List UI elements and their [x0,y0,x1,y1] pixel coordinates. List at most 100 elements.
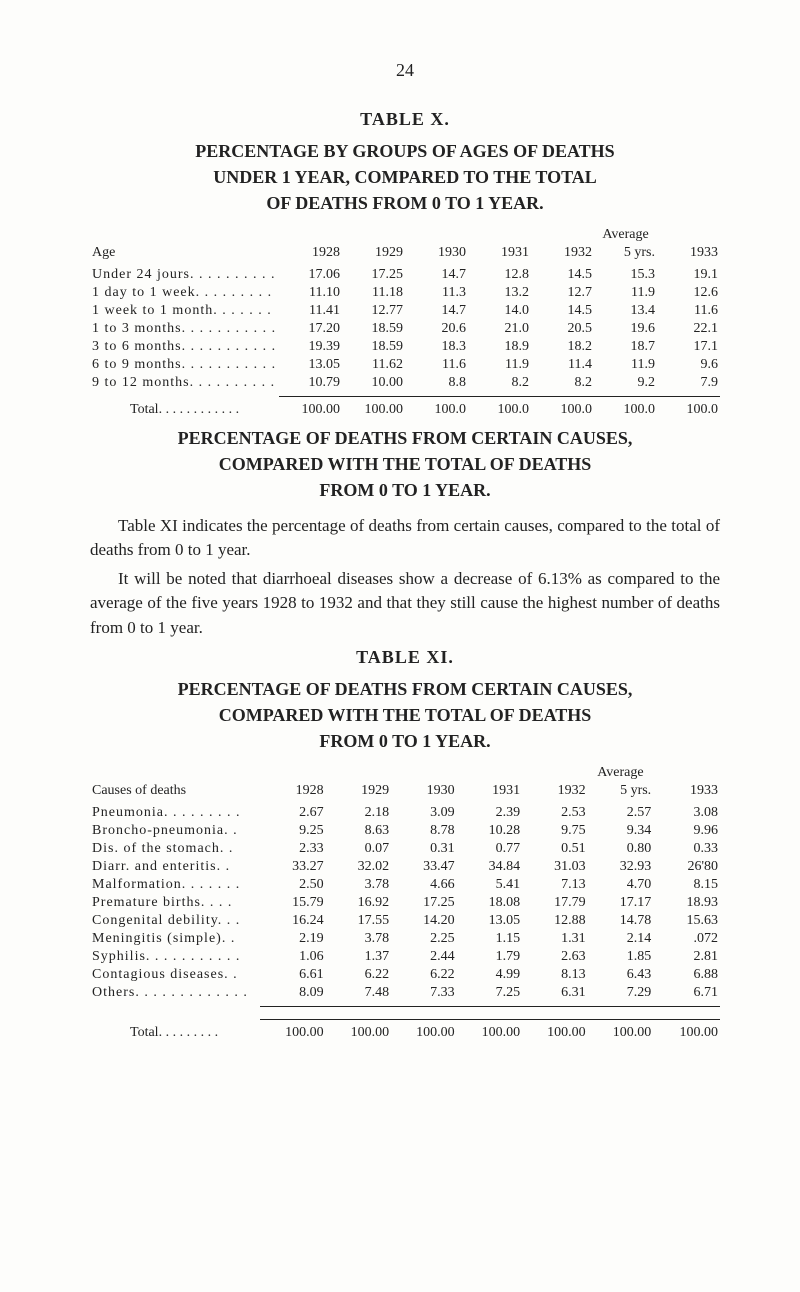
total-label: Total. . . . . . . . . . . . [90,401,279,419]
cell: 11.3 [405,284,468,302]
cell: 7.25 [457,984,523,1002]
table-xi-label: TABLE XI. [90,647,720,668]
average-row: Average [90,226,720,244]
table-x-title: PERCENTAGE BY GROUPS OF AGES OF DEATHS U… [90,138,720,216]
cell: 14.5 [531,302,594,320]
page: 24 TABLE X. PERCENTAGE BY GROUPS OF AGES… [0,0,800,1292]
cell: 7.13 [522,876,588,894]
total-cell: 100.0 [594,401,657,419]
cell: 20.6 [405,320,468,338]
total-cell: 100.0 [405,401,468,419]
table-row: Dis. of the stomach. .2.330.070.310.770.… [90,840,720,858]
col-head: 1932 [531,244,594,262]
table-x-body: Under 24 jours. . . . . . . . . .17.0617… [90,266,720,392]
table-row: 1 week to 1 month. . . . . . .11.4112.77… [90,302,720,320]
cell: 18.08 [457,894,523,912]
cell: 11.62 [342,356,405,374]
cell: 6.43 [588,966,654,984]
cell: 1.15 [457,930,523,948]
cell: 18.93 [653,894,720,912]
cell: 9.34 [588,822,654,840]
table-row: 6 to 9 months. . . . . . . . . . .13.051… [90,356,720,374]
average-label: Average [588,764,654,782]
col-head: 1929 [342,244,405,262]
title-line: COMPARED WITH THE TOTAL OF DEATHS [90,451,720,477]
col-head: 1933 [653,782,720,800]
cell: 13.05 [279,356,342,374]
cell: 9.75 [522,822,588,840]
total-cell: 100.00 [391,1024,457,1042]
cell: 0.07 [326,840,392,858]
cell: 18.9 [468,338,531,356]
title-line: OF DEATHS FROM 0 TO 1 YEAR. [90,190,720,216]
cell: 11.10 [279,284,342,302]
paragraph-2: It will be noted that diarrhoeal disease… [90,567,720,641]
table-xi-total: Total. . . . . . . . . 100.00 100.00 100… [90,1006,720,1042]
table-x-total: Total. . . . . . . . . . . . 100.00 100.… [90,396,720,419]
cell: 17.25 [342,266,405,284]
cell: 11.41 [279,302,342,320]
table-row: 1 day to 1 week. . . . . . . . .11.1011.… [90,284,720,302]
table-x-header: Age 1928 1929 1930 1931 1932 5 yrs. 1933 [90,244,720,262]
cell: 18.59 [342,338,405,356]
total-cell: 100.00 [457,1024,523,1042]
cell: 11.9 [594,356,657,374]
spacer-row [90,1011,720,1019]
title-line: UNDER 1 YEAR, COMPARED TO THE TOTAL [90,164,720,190]
cell: 17.1 [657,338,720,356]
cell: 18.3 [405,338,468,356]
cell: 6.31 [522,984,588,1002]
row-label: Under 24 jours. . . . . . . . . . [90,266,279,284]
cell: 15.63 [653,912,720,930]
col-head: 1932 [522,782,588,800]
cell: 6.71 [653,984,720,1002]
cell: 2.67 [260,804,326,822]
total-cell: 100.0 [468,401,531,419]
cell: 8.09 [260,984,326,1002]
table-row: Under 24 jours. . . . . . . . . .17.0617… [90,266,720,284]
cell: 8.13 [522,966,588,984]
cell: 11.9 [594,284,657,302]
total-cell: 100.00 [326,1024,392,1042]
mid-title: PERCENTAGE OF DEATHS FROM CERTAIN CAUSES… [90,425,720,503]
cell: 1.79 [457,948,523,966]
cell: 21.0 [468,320,531,338]
table-row: Premature births. . . .15.7916.9217.2518… [90,894,720,912]
cell: 19.1 [657,266,720,284]
cell: 8.2 [468,374,531,392]
cell: 11.6 [657,302,720,320]
table-xi-header: Causes of deaths 1928 1929 1930 1931 193… [90,782,720,800]
cell: 1.37 [326,948,392,966]
cell: 17.06 [279,266,342,284]
table-row: Others. . . . . . . . . . . . .8.097.487… [90,984,720,1002]
cell: 17.25 [391,894,457,912]
cell: 13.4 [594,302,657,320]
col-head: Causes of deaths [90,782,260,800]
col-head: Age [90,244,279,262]
cell: 11.18 [342,284,405,302]
cell: 14.7 [405,302,468,320]
title-line: PERCENTAGE OF DEATHS FROM CERTAIN CAUSES… [90,676,720,702]
total-cell: 100.00 [588,1024,654,1042]
cell: 0.33 [653,840,720,858]
cell: 6.61 [260,966,326,984]
table-row: Syphilis. . . . . . . . . . .1.061.372.4… [90,948,720,966]
cell: 0.80 [588,840,654,858]
cell: 11.6 [405,356,468,374]
table-row: Meningitis (simple). .2.193.782.251.151.… [90,930,720,948]
cell: 14.0 [468,302,531,320]
cell: 7.9 [657,374,720,392]
row-label: Syphilis. . . . . . . . . . . [90,948,260,966]
cell: 1.31 [522,930,588,948]
cell: 19.6 [594,320,657,338]
table-row: Contagious diseases. .6.616.226.224.998.… [90,966,720,984]
total-cell: 100.0 [531,401,594,419]
cell: 9.25 [260,822,326,840]
page-number: 24 [90,60,720,81]
cell: 31.03 [522,858,588,876]
table-row: 1 to 3 months. . . . . . . . . . .17.201… [90,320,720,338]
cell: 33.27 [260,858,326,876]
total-cell: 100.00 [260,1024,326,1042]
cell: 14.20 [391,912,457,930]
cell: 15.3 [594,266,657,284]
